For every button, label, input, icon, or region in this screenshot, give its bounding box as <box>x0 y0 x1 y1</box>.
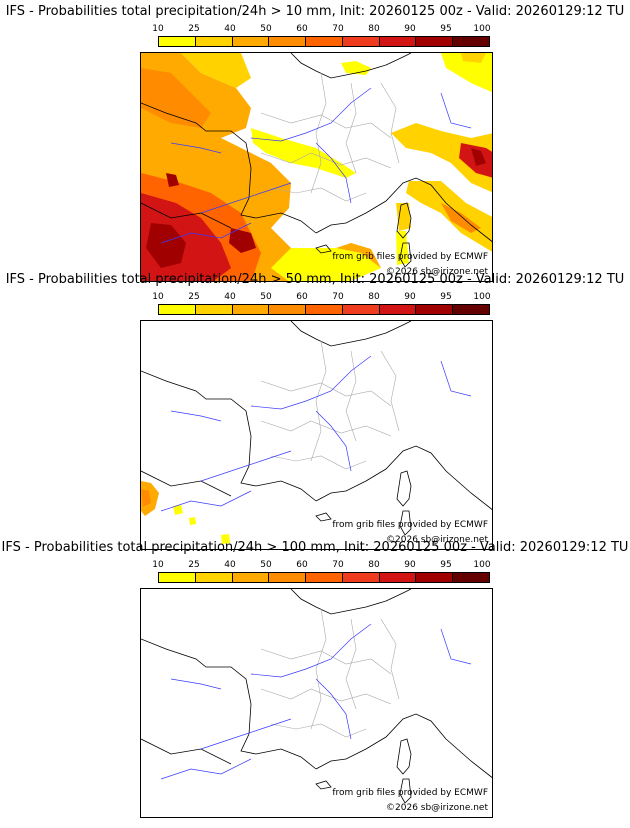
legend-tick: 70 <box>332 24 344 34</box>
map-canvas <box>141 589 492 804</box>
legend-tick: 60 <box>296 292 308 302</box>
legend-swatch <box>453 573 490 582</box>
legend-swatch <box>195 305 233 314</box>
legend-swatch <box>379 305 417 314</box>
legend-swatch <box>416 305 454 314</box>
panel-100mm: IFS - Probabilities total precipitation/… <box>0 540 630 818</box>
legend-swatch <box>306 305 343 314</box>
legend-swatch <box>195 573 233 582</box>
borders <box>260 608 400 738</box>
legend-swatch <box>269 37 307 46</box>
credit-copyright: ©2026 sb@irizone.net <box>386 803 488 813</box>
legend-swatch <box>342 37 380 46</box>
color-legend-bar <box>158 572 490 583</box>
color-legend-bar <box>158 36 490 47</box>
legend-tick-labels: 10 25 40 50 60 70 80 90 95 100 <box>152 24 496 35</box>
legend-tick: 70 <box>332 560 344 570</box>
rivers <box>160 87 472 244</box>
legend-tick: 90 <box>404 292 416 302</box>
credit-source: from grib files provided by ECMWF <box>332 520 488 530</box>
legend-tick-labels: 10 25 40 50 60 70 80 90 95 100 <box>152 560 496 571</box>
legend-tick: 25 <box>188 292 200 302</box>
probability-field <box>141 481 230 544</box>
legend-swatch <box>232 305 270 314</box>
legend-tick: 95 <box>440 24 452 34</box>
legend-tick: 10 <box>152 292 164 302</box>
legend-swatch <box>453 37 490 46</box>
legend-swatch <box>195 37 233 46</box>
coastlines <box>141 53 492 268</box>
legend-swatch <box>269 305 307 314</box>
legend-tick: 90 <box>404 24 416 34</box>
panel-title: IFS - Probabilities total precipitation/… <box>5 272 625 287</box>
legend-swatch <box>416 573 454 582</box>
credit-copyright: ©2026 sb@irizone.net <box>386 535 488 545</box>
credit-copyright: ©2026 sb@irizone.net <box>386 267 488 277</box>
precip-map: from grib files provided by ECMWF ©2026 … <box>140 588 493 818</box>
panel-50mm: IFS - Probabilities total precipitation/… <box>0 272 630 550</box>
legend-tick: 90 <box>404 560 416 570</box>
precip-map: from grib files provided by ECMWF ©2026 … <box>140 320 493 550</box>
legend-tick: 10 <box>152 560 164 570</box>
legend-tick: 80 <box>368 24 380 34</box>
panel-10mm: IFS - Probabilities total precipitation/… <box>0 4 630 282</box>
legend-tick: 60 <box>296 560 308 570</box>
legend-tick: 100 <box>473 24 491 34</box>
legend-tick: 80 <box>368 560 380 570</box>
rivers <box>160 623 472 780</box>
map-canvas <box>141 321 492 544</box>
legend-swatch <box>159 37 196 46</box>
legend-tick: 50 <box>260 292 272 302</box>
precip-map: from grib files provided by ECMWF ©2026 … <box>140 52 493 282</box>
panel-title: IFS - Probabilities total precipitation/… <box>5 4 625 19</box>
legend-swatch <box>379 37 417 46</box>
legend-swatch <box>379 573 417 582</box>
probability-field <box>141 53 492 281</box>
legend-swatch <box>269 573 307 582</box>
map-canvas <box>141 53 492 281</box>
coastlines <box>141 589 492 804</box>
legend-tick-labels: 10 25 40 50 60 70 80 90 95 100 <box>152 292 496 303</box>
color-legend-bar <box>158 304 490 315</box>
legend-swatch <box>232 573 270 582</box>
legend-tick: 50 <box>260 560 272 570</box>
legend-tick: 25 <box>188 24 200 34</box>
legend-tick: 40 <box>224 292 236 302</box>
legend-tick: 70 <box>332 292 344 302</box>
legend-tick: 50 <box>260 24 272 34</box>
legend-swatch <box>342 573 380 582</box>
legend-swatch <box>342 305 380 314</box>
legend-tick: 10 <box>152 24 164 34</box>
legend-swatch <box>159 573 196 582</box>
legend-tick: 100 <box>473 560 491 570</box>
borders <box>260 72 400 202</box>
legend-tick: 80 <box>368 292 380 302</box>
legend-swatch <box>306 573 343 582</box>
legend-swatch <box>306 37 343 46</box>
panel-title: IFS - Probabilities total precipitation/… <box>1 540 629 555</box>
legend-swatch <box>453 305 490 314</box>
legend-tick: 95 <box>440 292 452 302</box>
legend-tick: 95 <box>440 560 452 570</box>
rivers <box>160 355 472 512</box>
legend-tick: 100 <box>473 292 491 302</box>
coastlines <box>141 321 492 536</box>
legend-tick: 40 <box>224 560 236 570</box>
legend-swatch <box>416 37 454 46</box>
legend-tick: 25 <box>188 560 200 570</box>
credit-source: from grib files provided by ECMWF <box>332 788 488 798</box>
legend-tick: 60 <box>296 24 308 34</box>
legend-swatch <box>232 37 270 46</box>
legend-swatch <box>159 305 196 314</box>
legend-tick: 40 <box>224 24 236 34</box>
borders <box>260 340 400 470</box>
credit-source: from grib files provided by ECMWF <box>332 252 488 262</box>
